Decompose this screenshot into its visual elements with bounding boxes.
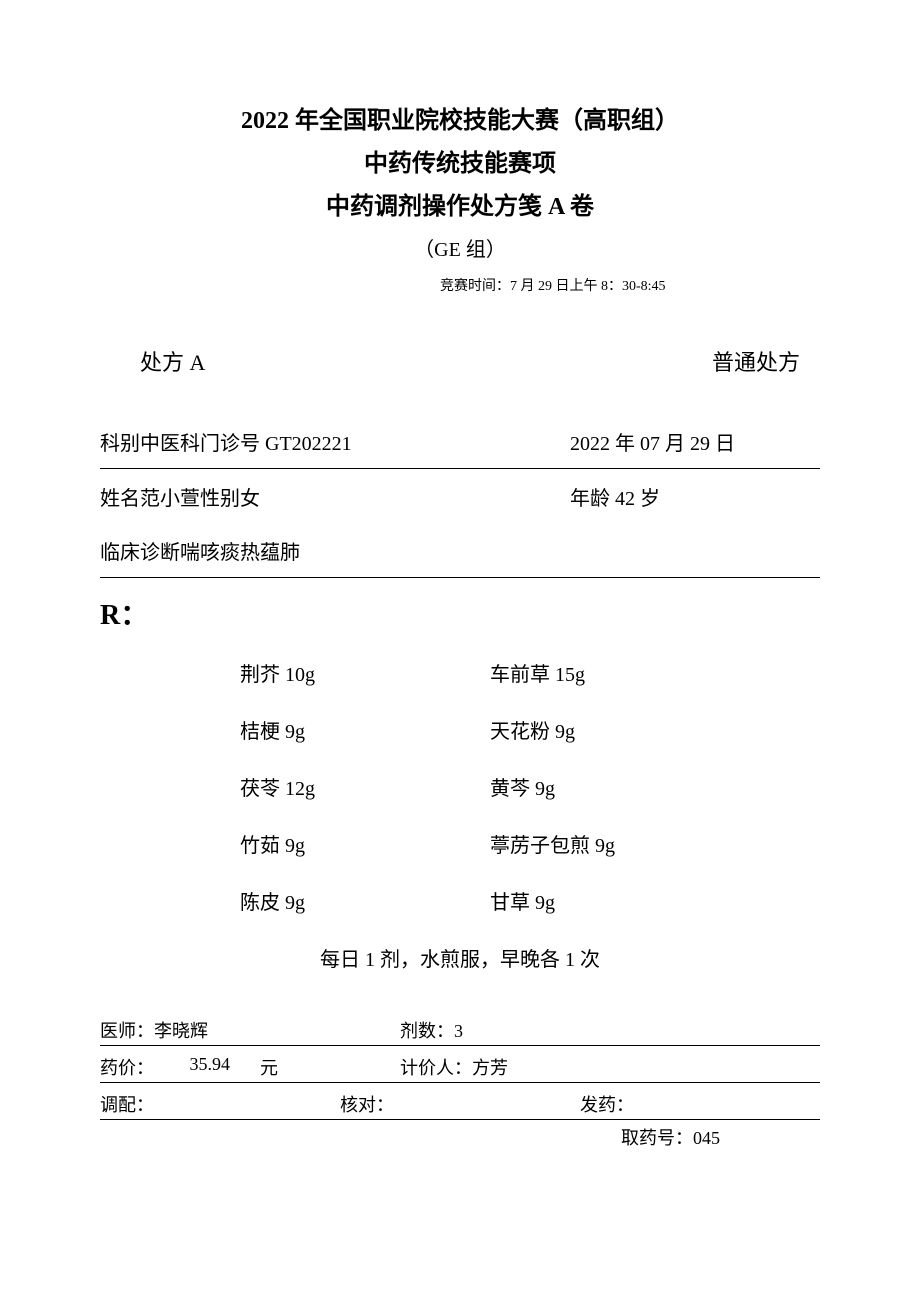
- herb-row: 陈皮 9g 甘草 9g: [240, 886, 760, 915]
- title-block: 2022 年全国职业院校技能大赛（高职组） 中药传统技能赛项 中药调剂操作处方笺…: [100, 100, 820, 295]
- diagnosis-row: 临床诊断喘咳痰热蕴肺: [100, 531, 820, 578]
- doses-value: 3: [454, 1021, 463, 1041]
- pickup-row: 取药号：045: [100, 1124, 820, 1150]
- rx-symbol: R：: [100, 593, 820, 633]
- price-unit: 元: [230, 1054, 400, 1080]
- title-sub2: 中药调剂操作处方笺 A 卷: [100, 186, 820, 229]
- herb-item: 荆芥 10g: [240, 658, 490, 687]
- herb-item: 车前草 15g: [490, 658, 760, 687]
- dept-clinic-number: 科别中医科门诊号 GT202221: [100, 422, 570, 466]
- title-sub1: 中药传统技能赛项: [100, 143, 820, 186]
- herb-row: 竹茹 9g 葶苈子包煎 9g: [240, 829, 760, 858]
- prescription-header: 处方 A 普通处方: [100, 345, 820, 377]
- herb-row: 茯苓 12g 黄芩 9g: [240, 772, 760, 801]
- herb-row: 荆芥 10g 车前草 15g: [240, 658, 760, 687]
- doses-label: 剂数：: [400, 1021, 454, 1041]
- herb-item: 桔梗 9g: [240, 715, 490, 744]
- herb-item: 天花粉 9g: [490, 715, 760, 744]
- herb-item: 甘草 9g: [490, 886, 760, 915]
- title-main: 2022 年全国职业院校技能大赛（高职组）: [100, 100, 820, 143]
- competition-time: 竞赛时间：7 月 29 日上午 8：30-8:45: [100, 275, 820, 295]
- doses-cell: 剂数：3: [400, 1017, 820, 1043]
- dosage-instruction: 每日 1 剂，水煎服，早晚各 1 次: [100, 943, 820, 972]
- doctor-doses-row: 医师：李晓辉 剂数：3: [100, 1017, 820, 1046]
- name-age-row: 姓名范小萱性别女 年龄 42 岁: [100, 477, 820, 523]
- name-gender: 姓名范小萱性别女: [100, 477, 570, 521]
- age: 年龄 42 岁: [570, 477, 820, 521]
- doctor-cell: 医师：李晓辉: [100, 1017, 400, 1043]
- dispense-label: 调配：: [100, 1091, 340, 1117]
- pickup-label: 取药号：: [621, 1128, 693, 1148]
- doctor-name: 李晓辉: [154, 1021, 208, 1041]
- title-group: （GE 组）: [100, 230, 820, 270]
- check-label: 核对：: [340, 1091, 580, 1117]
- issue-label: 发药：: [580, 1091, 820, 1117]
- herb-item: 竹茹 9g: [240, 829, 490, 858]
- price-label: 药价：: [100, 1054, 154, 1080]
- footer-section: 医师：李晓辉 剂数：3 药价： 35.94 元 计价人：方芳 调配： 核对： 发药…: [100, 1017, 820, 1150]
- herb-item: 黄芩 9g: [490, 772, 760, 801]
- pickup-number: 045: [693, 1128, 720, 1148]
- herb-row: 桔梗 9g 天花粉 9g: [240, 715, 760, 744]
- date: 2022 年 07 月 29 日: [570, 422, 820, 466]
- rx-type: 普通处方: [712, 345, 800, 377]
- dispense-check-issue-row: 调配： 核对： 发药：: [100, 1091, 820, 1120]
- pricer-label: 计价人：: [400, 1058, 472, 1078]
- rx-label: 处方 A: [140, 345, 205, 377]
- pricer-name: 方芳: [472, 1058, 508, 1078]
- herb-item: 葶苈子包煎 9g: [490, 829, 760, 858]
- price-pricer-row: 药价： 35.94 元 计价人：方芳: [100, 1054, 820, 1083]
- herb-item: 茯苓 12g: [240, 772, 490, 801]
- pricer-cell: 计价人：方芳: [400, 1054, 820, 1080]
- herbs-section: 荆芥 10g 车前草 15g 桔梗 9g 天花粉 9g 茯苓 12g 黄芩 9g…: [100, 658, 820, 915]
- patient-info-section: 科别中医科门诊号 GT202221 2022 年 07 月 29 日 姓名范小萱…: [100, 422, 820, 578]
- doctor-label: 医师：: [100, 1021, 154, 1041]
- diagnosis: 临床诊断喘咳痰热蕴肺: [100, 542, 300, 564]
- price-cell: 药价： 35.94: [100, 1054, 230, 1080]
- dept-date-row: 科别中医科门诊号 GT202221 2022 年 07 月 29 日: [100, 422, 820, 469]
- price-value: 35.94: [190, 1054, 231, 1080]
- herb-item: 陈皮 9g: [240, 886, 490, 915]
